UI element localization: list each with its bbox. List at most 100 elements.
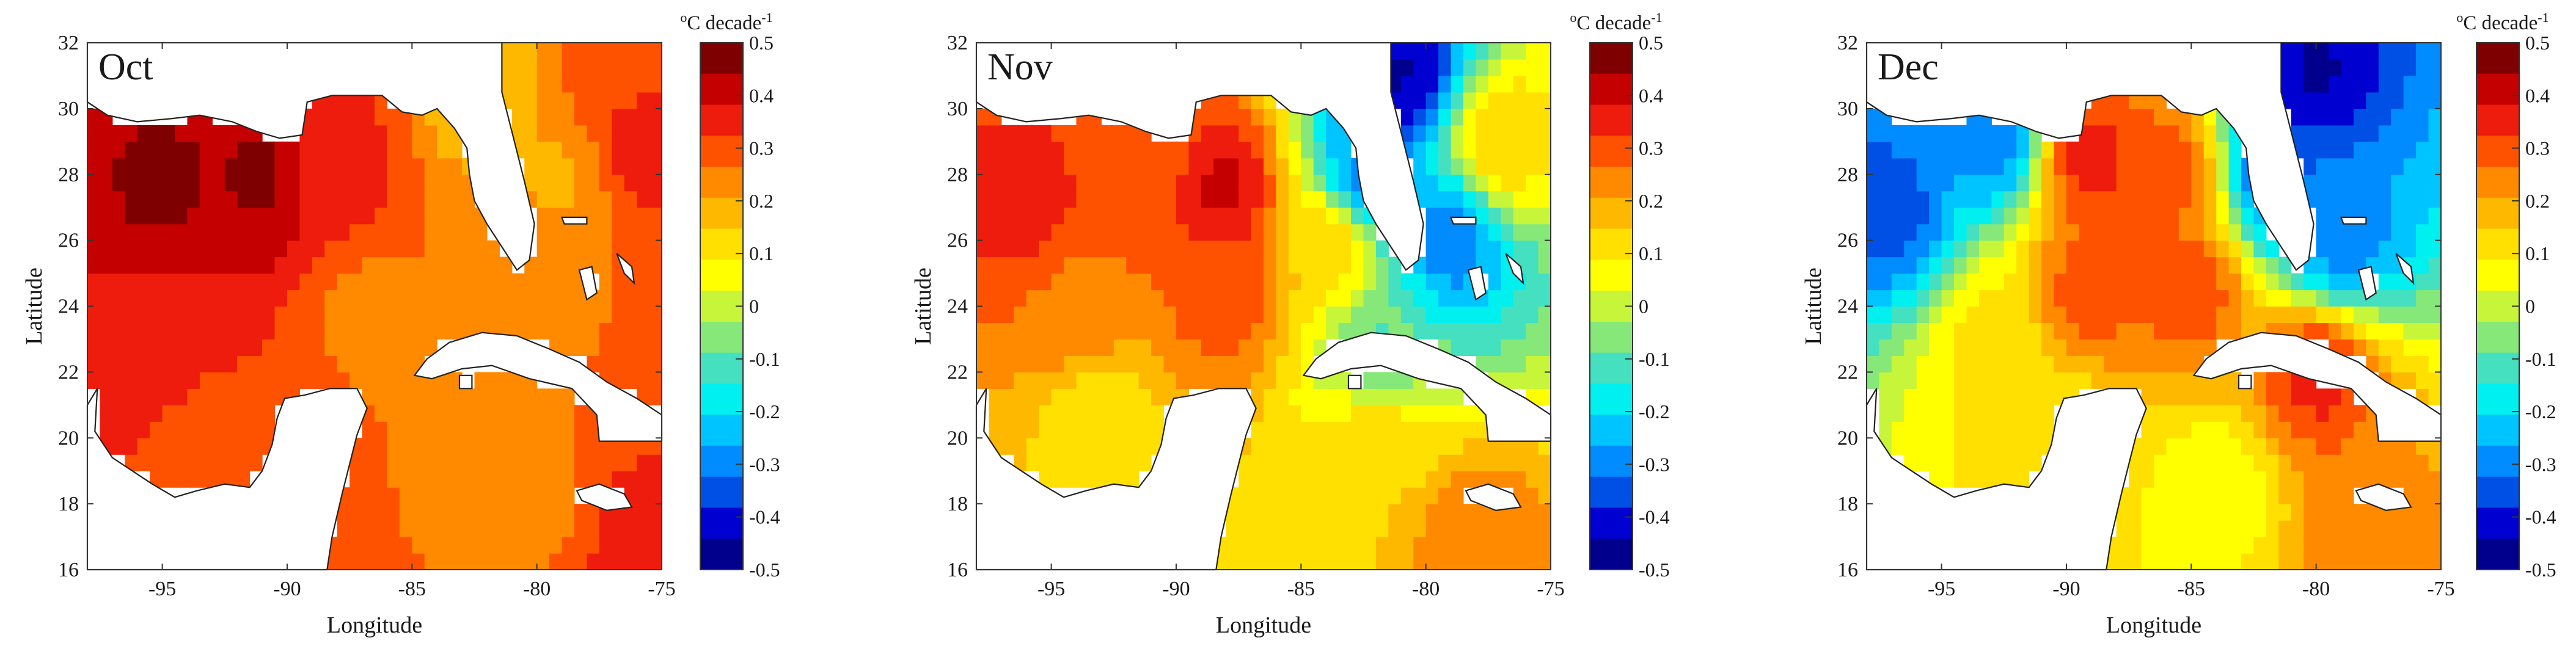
- field-cell: [1451, 256, 1464, 274]
- field-cell: [175, 223, 188, 241]
- field-cell: [199, 191, 213, 208]
- field-cell: [1288, 256, 1301, 274]
- field-cell: [1051, 141, 1064, 159]
- field-cell: [1288, 273, 1301, 291]
- land-polygon: [1467, 266, 1487, 301]
- field-cell: [2216, 289, 2230, 307]
- field-cell: [199, 421, 213, 438]
- field-cell: [2216, 421, 2230, 438]
- y-tick-label: 30: [947, 98, 968, 120]
- land-polygon: [2395, 253, 2415, 285]
- field-cell: [2091, 191, 2104, 208]
- field-cell: [1400, 537, 1414, 554]
- field-cell: [1313, 454, 1326, 471]
- field-cell: [137, 438, 150, 455]
- field-cell: [1425, 223, 1439, 241]
- field-cell: [2366, 125, 2379, 142]
- field-cell: [437, 438, 450, 455]
- field-cell: [1014, 454, 1027, 471]
- field-cell: [2191, 207, 2205, 225]
- field-cell: [2129, 141, 2142, 159]
- field-cell: [1064, 289, 1077, 307]
- field-cell: [399, 223, 412, 241]
- field-cell: [1239, 174, 1252, 192]
- field-cell: [1463, 75, 1476, 93]
- field-cell: [387, 339, 400, 357]
- field-cell: [2141, 256, 2154, 274]
- field-cell: [2029, 158, 2042, 175]
- field-cell: [2029, 174, 2042, 192]
- colorbar-segment: [1590, 445, 1633, 477]
- field-cell: [562, 537, 575, 554]
- field-cell: [1463, 108, 1476, 126]
- field-cell: [100, 223, 113, 241]
- field-cell: [2391, 223, 2404, 241]
- field-cell: [1966, 207, 1980, 225]
- field-cell: [312, 256, 325, 274]
- colorbar-tick-label: -0.5: [749, 559, 780, 581]
- field-cell: [1276, 322, 1289, 340]
- field-cell: [2191, 471, 2205, 488]
- field-cell: [424, 471, 437, 488]
- field-cell: [1276, 108, 1289, 126]
- field-cell: [1978, 421, 1992, 438]
- field-cell: [1251, 125, 1264, 142]
- field-cell: [649, 322, 662, 340]
- field-cell: [1113, 355, 1127, 372]
- field-cell: [424, 454, 437, 471]
- field-cell: [1138, 421, 1152, 438]
- field-cell: [2391, 372, 2404, 389]
- field-cell: [324, 207, 338, 225]
- field-cell: [449, 322, 463, 340]
- field-cell: [2378, 289, 2391, 307]
- field-cell: [1916, 322, 1930, 340]
- field-cell: [612, 108, 625, 126]
- field-cell: [2291, 487, 2304, 504]
- field-cell: [1251, 388, 1264, 405]
- panel-oct: -95 -90 -85 -80 -75161820222426283032Longitu…: [21, 10, 780, 639]
- field-cell: [2166, 553, 2179, 570]
- field-cell: [112, 355, 125, 372]
- field-cell: [224, 174, 238, 192]
- field-cell: [1226, 240, 1239, 258]
- field-cell: [337, 372, 350, 389]
- colorbar-segment: [1590, 476, 1633, 508]
- field-cell: [1338, 240, 1352, 258]
- field-cell: [1954, 405, 1967, 422]
- field-cell: [2216, 191, 2230, 208]
- field-cell: [1076, 174, 1089, 192]
- field-cell: [536, 471, 550, 488]
- field-cell: [1113, 306, 1127, 324]
- field-cell: [2203, 339, 2217, 357]
- field-cell: [2216, 454, 2230, 471]
- field-cell: [1966, 191, 1980, 208]
- field-cell: [2329, 59, 2342, 76]
- field-cell: [375, 537, 388, 554]
- field-cell: [2191, 256, 2205, 274]
- field-cell: [2041, 141, 2055, 159]
- field-cell: [624, 125, 637, 142]
- field-cell: [262, 421, 276, 438]
- field-cell: [2054, 355, 2067, 372]
- field-cell: [574, 158, 587, 175]
- field-cell: [449, 553, 463, 570]
- field-cell: [2253, 537, 2267, 554]
- field-cell: [1904, 273, 1917, 291]
- field-cell: [1538, 125, 1551, 142]
- field-cell: [1313, 438, 1326, 455]
- field-cell: [2116, 520, 2129, 537]
- field-cell: [2116, 553, 2129, 570]
- field-cell: [324, 306, 338, 324]
- field-cell: [2141, 108, 2154, 126]
- field-cell: [1451, 339, 1464, 357]
- field-cell: [87, 223, 101, 241]
- field-cell: [2178, 520, 2192, 537]
- field-cell: [162, 240, 175, 258]
- field-cell: [224, 372, 238, 389]
- field-cell: [1501, 273, 1514, 291]
- field-cell: [312, 158, 325, 175]
- field-cell: [2166, 471, 2179, 488]
- field-cell: [1904, 191, 1917, 208]
- field-cell: [2403, 537, 2417, 554]
- field-cell: [2216, 125, 2230, 142]
